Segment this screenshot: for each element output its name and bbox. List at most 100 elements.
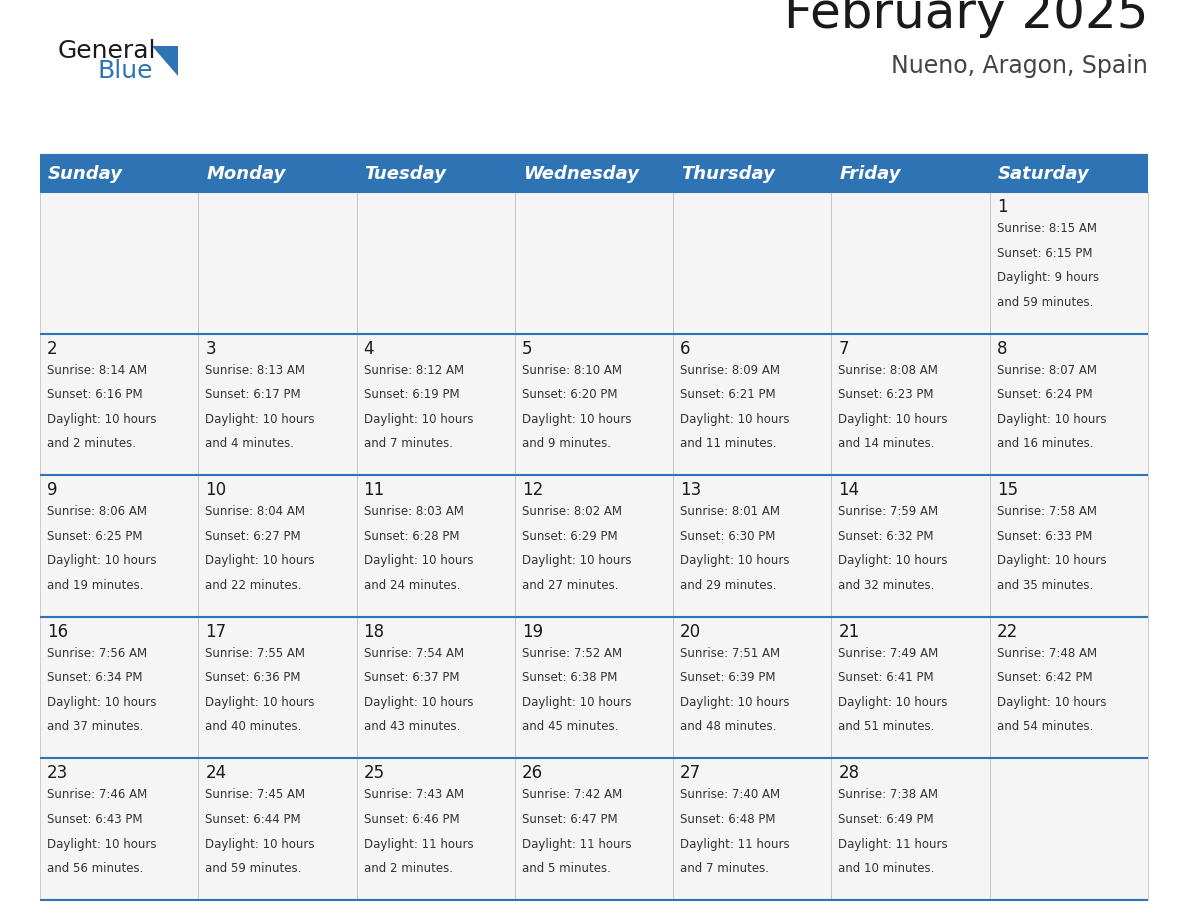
Text: Sunset: 6:23 PM: Sunset: 6:23 PM: [839, 388, 934, 401]
Text: Sunrise: 7:45 AM: Sunrise: 7:45 AM: [206, 789, 305, 801]
Text: and 9 minutes.: and 9 minutes.: [522, 437, 611, 450]
Text: Monday: Monday: [207, 165, 285, 183]
Bar: [832, 476, 990, 617]
Bar: [40, 156, 198, 192]
Text: Sunday: Sunday: [48, 165, 124, 183]
Text: General: General: [58, 39, 157, 63]
Text: Sunrise: 7:38 AM: Sunrise: 7:38 AM: [839, 789, 939, 801]
Text: and 32 minutes.: and 32 minutes.: [839, 579, 935, 592]
Text: and 11 minutes.: and 11 minutes.: [681, 437, 777, 450]
Text: and 35 minutes.: and 35 minutes.: [997, 579, 1093, 592]
Text: and 22 minutes.: and 22 minutes.: [206, 579, 302, 592]
Text: Daylight: 10 hours: Daylight: 10 hours: [48, 413, 157, 426]
Text: February 2025: February 2025: [784, 0, 1148, 38]
Text: Sunrise: 8:14 AM: Sunrise: 8:14 AM: [48, 364, 147, 376]
Text: Daylight: 10 hours: Daylight: 10 hours: [364, 413, 473, 426]
Text: Sunrise: 7:48 AM: Sunrise: 7:48 AM: [997, 647, 1097, 660]
Text: Sunrise: 8:04 AM: Sunrise: 8:04 AM: [206, 505, 305, 518]
Text: Sunrise: 8:02 AM: Sunrise: 8:02 AM: [522, 505, 621, 518]
Text: 10: 10: [206, 481, 227, 499]
Bar: [356, 476, 514, 617]
Text: and 45 minutes.: and 45 minutes.: [522, 721, 618, 733]
Text: Daylight: 10 hours: Daylight: 10 hours: [48, 696, 157, 709]
Bar: [356, 617, 514, 758]
Bar: [674, 333, 832, 476]
Bar: [990, 758, 1148, 900]
Text: 18: 18: [364, 622, 385, 641]
Text: Sunrise: 7:42 AM: Sunrise: 7:42 AM: [522, 789, 623, 801]
Bar: [198, 192, 356, 333]
Text: and 7 minutes.: and 7 minutes.: [364, 437, 453, 450]
Text: and 43 minutes.: and 43 minutes.: [364, 721, 460, 733]
Text: 20: 20: [681, 622, 701, 641]
Text: Sunrise: 7:52 AM: Sunrise: 7:52 AM: [522, 647, 623, 660]
Text: Sunrise: 8:01 AM: Sunrise: 8:01 AM: [681, 505, 781, 518]
Text: Sunset: 6:41 PM: Sunset: 6:41 PM: [839, 671, 934, 684]
Text: Sunset: 6:20 PM: Sunset: 6:20 PM: [522, 388, 618, 401]
Text: 27: 27: [681, 765, 701, 782]
Text: Sunrise: 8:13 AM: Sunrise: 8:13 AM: [206, 364, 305, 376]
Text: Daylight: 10 hours: Daylight: 10 hours: [522, 554, 631, 567]
Bar: [832, 192, 990, 333]
Text: Sunset: 6:38 PM: Sunset: 6:38 PM: [522, 671, 618, 684]
Text: Daylight: 10 hours: Daylight: 10 hours: [839, 696, 948, 709]
Text: Daylight: 10 hours: Daylight: 10 hours: [997, 413, 1106, 426]
Text: 21: 21: [839, 622, 860, 641]
Text: 28: 28: [839, 765, 860, 782]
Text: and 27 minutes.: and 27 minutes.: [522, 579, 619, 592]
Text: and 59 minutes.: and 59 minutes.: [206, 862, 302, 875]
Text: Sunset: 6:33 PM: Sunset: 6:33 PM: [997, 530, 1092, 543]
Text: 17: 17: [206, 622, 227, 641]
Text: and 56 minutes.: and 56 minutes.: [48, 862, 144, 875]
Text: Daylight: 10 hours: Daylight: 10 hours: [206, 696, 315, 709]
Text: and 51 minutes.: and 51 minutes.: [839, 721, 935, 733]
Text: and 7 minutes.: and 7 minutes.: [681, 862, 769, 875]
Text: Blue: Blue: [97, 59, 153, 83]
Text: Thursday: Thursday: [681, 165, 775, 183]
Text: Sunrise: 7:58 AM: Sunrise: 7:58 AM: [997, 505, 1097, 518]
Text: 5: 5: [522, 340, 532, 358]
Text: Sunset: 6:15 PM: Sunset: 6:15 PM: [997, 247, 1092, 260]
Bar: [40, 476, 198, 617]
Text: Daylight: 11 hours: Daylight: 11 hours: [839, 837, 948, 850]
Text: 24: 24: [206, 765, 227, 782]
Text: Daylight: 10 hours: Daylight: 10 hours: [522, 696, 631, 709]
Bar: [198, 758, 356, 900]
Bar: [674, 156, 832, 192]
Text: Daylight: 10 hours: Daylight: 10 hours: [839, 413, 948, 426]
Bar: [990, 156, 1148, 192]
Text: Saturday: Saturday: [998, 165, 1089, 183]
Text: Daylight: 10 hours: Daylight: 10 hours: [997, 696, 1106, 709]
Text: Daylight: 10 hours: Daylight: 10 hours: [681, 413, 790, 426]
Text: 19: 19: [522, 622, 543, 641]
Polygon shape: [152, 46, 178, 76]
Text: Sunrise: 8:07 AM: Sunrise: 8:07 AM: [997, 364, 1097, 376]
Bar: [514, 333, 674, 476]
Text: and 2 minutes.: and 2 minutes.: [48, 437, 135, 450]
Text: Daylight: 11 hours: Daylight: 11 hours: [364, 837, 473, 850]
Text: 11: 11: [364, 481, 385, 499]
Text: Sunrise: 7:51 AM: Sunrise: 7:51 AM: [681, 647, 781, 660]
Text: Daylight: 10 hours: Daylight: 10 hours: [364, 554, 473, 567]
Bar: [674, 758, 832, 900]
Text: Sunset: 6:46 PM: Sunset: 6:46 PM: [364, 813, 460, 826]
Bar: [990, 192, 1148, 333]
Text: and 29 minutes.: and 29 minutes.: [681, 579, 777, 592]
Text: and 16 minutes.: and 16 minutes.: [997, 437, 1093, 450]
Bar: [674, 192, 832, 333]
Text: Sunset: 6:21 PM: Sunset: 6:21 PM: [681, 388, 776, 401]
Text: Sunrise: 7:46 AM: Sunrise: 7:46 AM: [48, 789, 147, 801]
Text: Daylight: 11 hours: Daylight: 11 hours: [522, 837, 632, 850]
Bar: [514, 758, 674, 900]
Text: 3: 3: [206, 340, 216, 358]
Bar: [990, 476, 1148, 617]
Bar: [198, 476, 356, 617]
Text: Sunrise: 8:03 AM: Sunrise: 8:03 AM: [364, 505, 463, 518]
Text: Sunrise: 7:54 AM: Sunrise: 7:54 AM: [364, 647, 463, 660]
Text: Daylight: 10 hours: Daylight: 10 hours: [364, 696, 473, 709]
Text: Sunset: 6:24 PM: Sunset: 6:24 PM: [997, 388, 1092, 401]
Bar: [514, 476, 674, 617]
Bar: [40, 758, 198, 900]
Bar: [514, 192, 674, 333]
Text: Sunset: 6:16 PM: Sunset: 6:16 PM: [48, 388, 143, 401]
